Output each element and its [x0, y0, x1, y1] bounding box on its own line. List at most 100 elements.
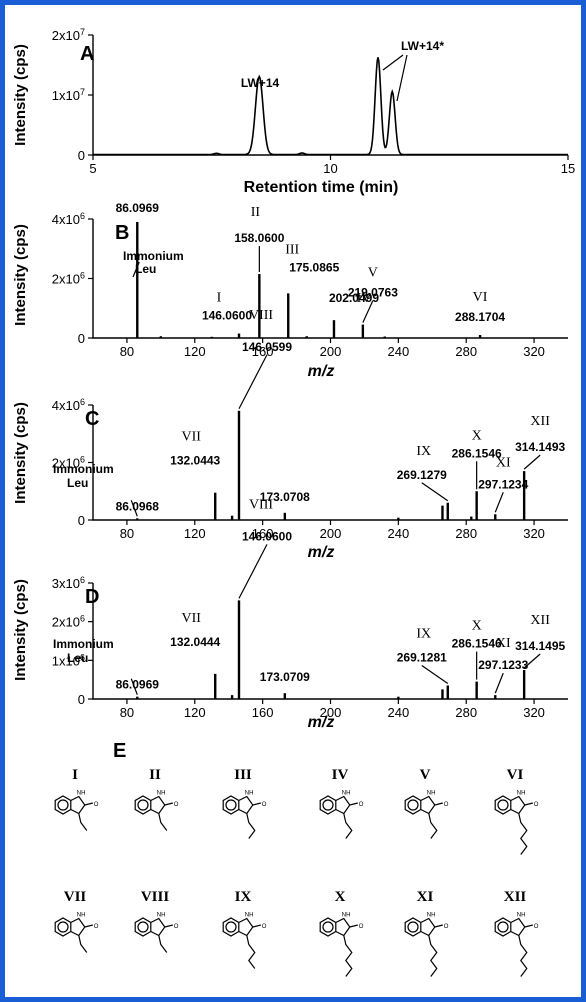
panel-b-x-axis-label: m/z	[308, 363, 335, 380]
panel-c-y-axis-label: Intensity (cps)	[12, 402, 29, 504]
panel-d-immonium-arrow	[130, 678, 138, 695]
structure-label: II	[149, 767, 161, 783]
panel-d-fragment-numeral: VIII	[249, 497, 273, 512]
svg-text:NH: NH	[157, 913, 166, 919]
immonium-label-d: Immonium	[53, 637, 114, 651]
panel-b-fragment-numeral: I	[217, 291, 222, 306]
panel-c-y-tick-label: 2x106	[52, 455, 85, 471]
annotation-lw14-star: LW+14*	[401, 39, 444, 53]
svg-text:NH: NH	[427, 791, 436, 797]
panel-d-y-tick-label: 3x106	[52, 575, 85, 591]
fragment-structure-drawing: NH O	[222, 791, 267, 839]
panel-b-immonium-arrow	[132, 261, 140, 278]
panel-d-x-tick-label: 160	[252, 705, 274, 720]
panel-d-x-tick-label: 200	[320, 705, 342, 720]
panel-c-peak-arrow	[494, 492, 504, 513]
panel-b-peak-arrow	[362, 300, 374, 323]
structure-label: IX	[235, 889, 252, 905]
svg-text:O: O	[444, 802, 449, 808]
panel-c-peak-arrow	[523, 454, 541, 470]
panel-b-y-tick-label: 2x106	[52, 271, 85, 287]
panel-d-fragment-numeral: XII	[530, 613, 550, 628]
svg-text:O: O	[174, 924, 179, 930]
panel-d-peak-arrow	[238, 544, 268, 599]
svg-text:O: O	[262, 802, 267, 808]
svg-text:O: O	[534, 802, 539, 808]
structure-label: XII	[504, 889, 527, 905]
panel-c-peak-arrow	[421, 482, 449, 502]
panel-c-x-tick-label: 80	[120, 526, 134, 541]
fragment-structure-drawing: NH O	[404, 913, 449, 977]
panel-a-y-tick-label: 0	[78, 148, 85, 163]
panel-d-peak-label: 173.0709	[260, 670, 310, 684]
panel-d-fragment-numeral: VII	[181, 611, 201, 626]
leu-label-c: Leu	[67, 476, 88, 490]
panel-b-peak-label: 146.0600	[202, 309, 252, 323]
structure-label: IV	[332, 767, 349, 783]
panel-a-y-axis-label: Intensity (cps)	[12, 44, 29, 146]
panel-a-x-axis-label: Retention time (min)	[244, 179, 399, 196]
panel-d-y-axis-label: Intensity (cps)	[12, 579, 29, 681]
panel-d-x-tick-label: 320	[523, 705, 545, 720]
panel-d-y-tick-label: 0	[78, 692, 85, 707]
panel-d-spectrum: D Intensity (cps) m/z Immonium Leu 80 120…	[12, 497, 568, 731]
panel-d-x-tick-label: 120	[184, 705, 206, 720]
leu-label-b: Leu	[135, 262, 156, 276]
panel-d-peak-label: 314.1495	[515, 639, 565, 653]
panel-b-peak-label: 202.0499	[329, 291, 379, 305]
panel-a-y-tick-label: 1x107	[52, 87, 85, 103]
panel-d-fragment-numeral: X	[472, 619, 482, 634]
panel-c-x-tick-label: 160	[252, 526, 274, 541]
panel-b-peak-label: 288.1704	[455, 310, 505, 324]
leu-label-d: Leu	[67, 651, 88, 665]
panel-a-x-tick-label: 15	[561, 161, 575, 176]
immonium-label-c: Immonium	[53, 462, 114, 476]
svg-text:O: O	[94, 924, 99, 930]
svg-text:NH: NH	[427, 913, 436, 919]
panel-c-x-tick-label: 240	[388, 526, 410, 541]
svg-text:O: O	[174, 802, 179, 808]
svg-text:NH: NH	[77, 791, 86, 797]
panel-c-fragment-numeral: XII	[530, 414, 550, 429]
panel-label-d: D	[85, 586, 99, 608]
panel-d-peak-arrow	[421, 664, 449, 684]
structure-label: VII	[64, 889, 87, 905]
panel-c-y-tick-label: 0	[78, 513, 85, 528]
panel-c-peak-label: 269.1279	[397, 468, 447, 482]
panel-d-peak-arrow	[523, 653, 541, 669]
panel-b-peak-label: 175.0865	[289, 260, 339, 274]
structure-label: VI	[507, 767, 524, 783]
svg-text:O: O	[359, 924, 364, 930]
structure-label: I	[72, 767, 78, 783]
svg-text:O: O	[359, 802, 364, 808]
panel-c-y-tick-label: 4x106	[52, 397, 85, 413]
panel-d-x-tick-label: 80	[120, 705, 134, 720]
panel-label-b: B	[115, 222, 129, 244]
svg-text:NH: NH	[245, 913, 254, 919]
panel-c-x-tick-label: 120	[184, 526, 206, 541]
fragment-structure-drawing: NH O	[54, 913, 99, 953]
panel-b-y-tick-label: 0	[78, 331, 85, 346]
panel-b-x-tick-label: 120	[184, 344, 206, 359]
panel-label-e: E	[113, 740, 126, 762]
panel-c-fragment-numeral: XI	[496, 455, 511, 470]
svg-text:NH: NH	[342, 913, 351, 919]
svg-text:O: O	[262, 924, 267, 930]
panel-b-peak-label: 219.0763	[348, 286, 398, 300]
panel-c-x-tick-label: 280	[455, 526, 477, 541]
panel-c-peak-label: 297.1234	[478, 477, 528, 491]
panel-b-fragment-numeral: II	[251, 205, 261, 220]
panel-c-peak-label: 314.1493	[515, 440, 565, 454]
panel-b-peak-label: 158.0600	[234, 231, 284, 245]
panel-d-peak-label: 286.1546	[452, 637, 502, 651]
panel-label-c: C	[85, 408, 99, 430]
panel-b-peak-label: 86.0969	[116, 201, 160, 215]
structure-label: XI	[417, 889, 434, 905]
panel-b-x-tick-label: 240	[388, 344, 410, 359]
panel-b-x-tick-label: 80	[120, 344, 134, 359]
panel-b-x-tick-label: 200	[320, 344, 342, 359]
panel-a-axes	[92, 35, 568, 156]
panel-d-x-tick-label: 280	[455, 705, 477, 720]
